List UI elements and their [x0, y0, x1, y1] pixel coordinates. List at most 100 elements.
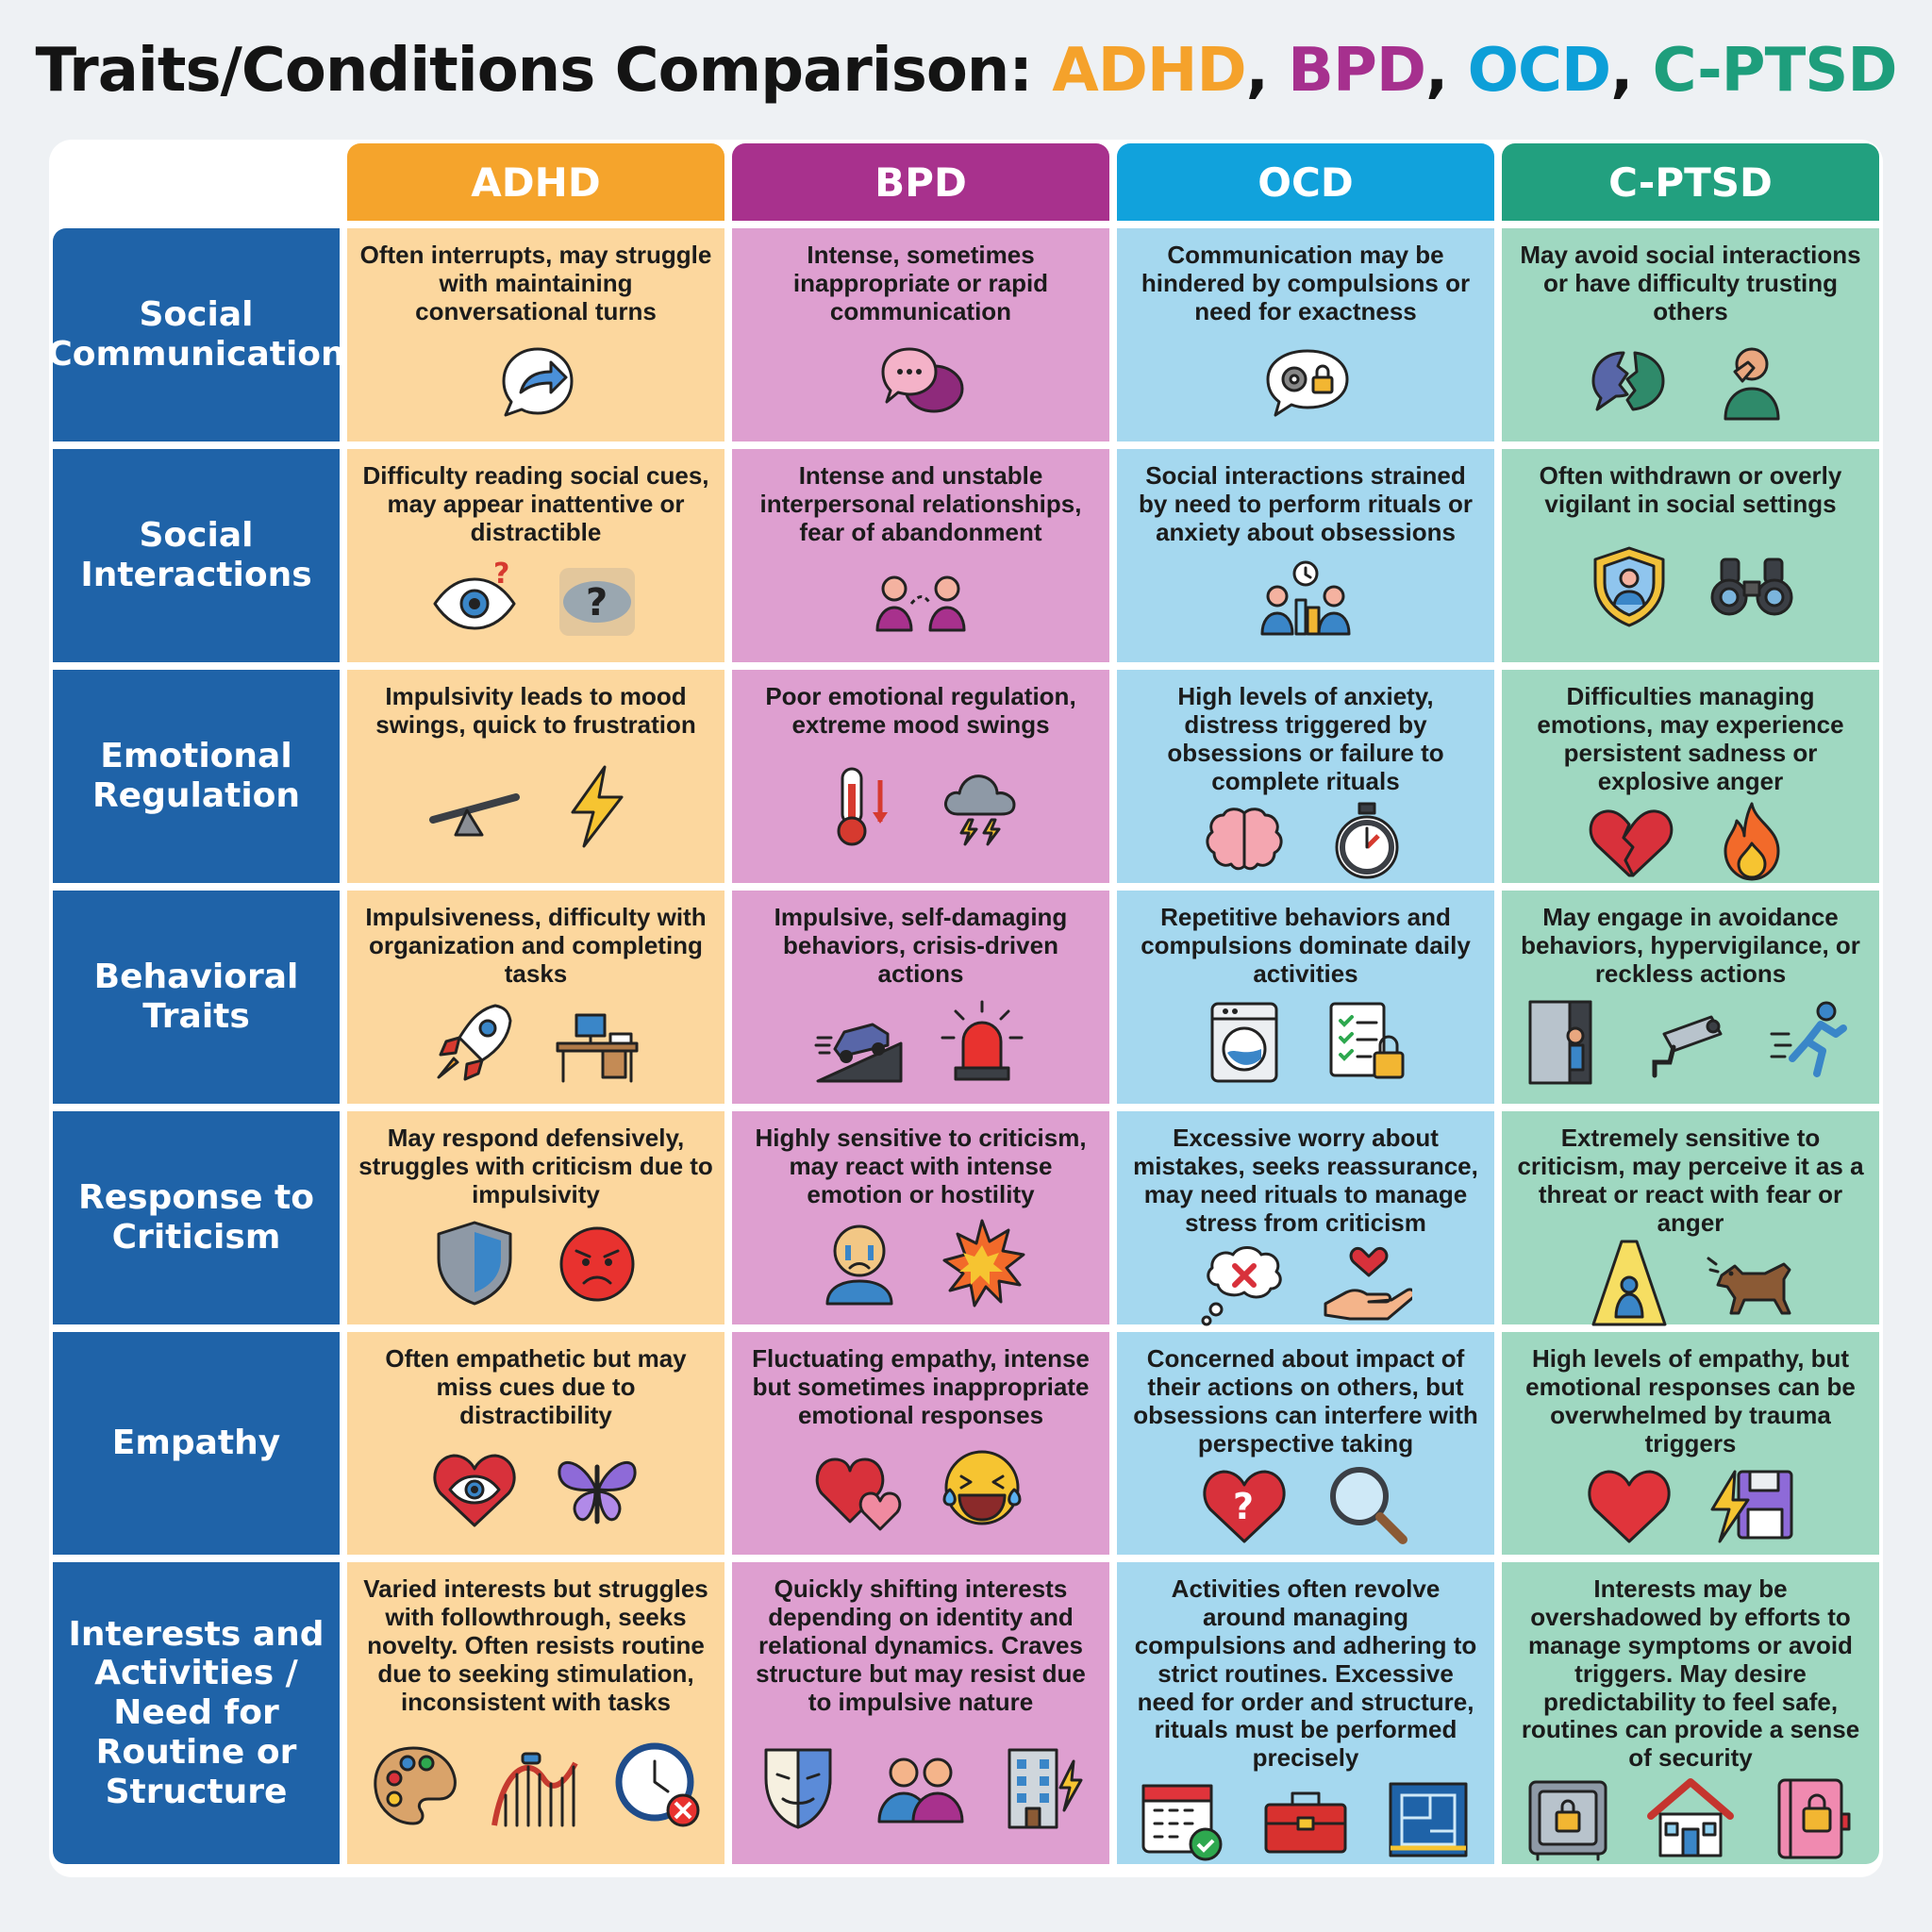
- cell-cptsd-emotional-regulation: Difficulties managing emotions, may expe…: [1502, 670, 1879, 883]
- cell-ocd-interests-routine: Activities often revolve around managing…: [1117, 1562, 1494, 1864]
- paint-palette-icon: [368, 1740, 458, 1831]
- blueprint-icon: [1383, 1773, 1474, 1863]
- svg-text:?: ?: [586, 581, 608, 625]
- cell-text: Impulsivity leads to mood swings, quick …: [375, 682, 696, 739]
- cell-cptsd-interests-routine: Interests may be overshadowed by efforts…: [1502, 1562, 1879, 1864]
- cell-bpd-empathy: Fluctuating empathy, intense but sometim…: [732, 1332, 1109, 1555]
- security-camera-icon: [1645, 996, 1736, 1087]
- title-cptsd: C-PTSD: [1652, 36, 1898, 106]
- cell-ocd-emotional-regulation: High levels of anxiety, distress trigger…: [1117, 670, 1494, 883]
- icon-group: [1513, 796, 1868, 887]
- cell-text: Quickly shifting interests depending on …: [756, 1574, 1086, 1716]
- cell-text: Intense, sometimes inappropriate or rapi…: [792, 241, 1049, 325]
- messy-desk-icon: [552, 996, 642, 1087]
- icon-group: [743, 326, 1098, 432]
- explosion-icon: [937, 1217, 1027, 1307]
- comparison-table: ADHD BPD OCD C-PTSD Social Communication…: [47, 143, 1879, 1864]
- cell-adhd-social-communication: Often interrupts, may struggle with main…: [347, 228, 724, 441]
- icon-group: [1128, 547, 1483, 653]
- title-separator: ,: [1424, 36, 1468, 106]
- heart-question-icon: ?: [1199, 1458, 1290, 1549]
- cell-text: Extremely sensitive to criticism, may pe…: [1517, 1124, 1864, 1237]
- cell-text: Often withdrawn or overly vigilant in so…: [1539, 461, 1842, 518]
- icon-group: [743, 740, 1098, 874]
- svg-text:?: ?: [1233, 1486, 1254, 1527]
- icon-group: [1128, 1238, 1483, 1328]
- cell-bpd-social-interactions: Intense and unstable interpersonal relat…: [732, 449, 1109, 662]
- row-header-behavioral-traits: Behavioral Traits: [53, 891, 340, 1104]
- two-hearts-icon: [814, 1442, 905, 1533]
- cell-adhd-behavioral-traits: Impulsiveness, difficulty with organizat…: [347, 891, 724, 1104]
- laughing-crying-face-icon: [937, 1442, 1027, 1533]
- cell-text: Social interactions strained by need to …: [1139, 461, 1473, 546]
- two-people-dashed-link-icon: [875, 555, 966, 645]
- roller-coaster-icon: [491, 1740, 581, 1831]
- row-header-social-interactions: Social Interactions: [53, 449, 340, 662]
- title-ocd: OCD: [1467, 36, 1611, 106]
- siren-icon: [937, 996, 1027, 1087]
- column-header-ocd: OCD: [1117, 143, 1494, 221]
- cell-text: Communication may be hindered by compuls…: [1141, 241, 1471, 325]
- angry-face-icon: [552, 1217, 642, 1307]
- icon-group: [358, 1209, 713, 1315]
- cell-cptsd-empathy: High levels of empathy, but emotional re…: [1502, 1332, 1879, 1555]
- thermometer-icon: [814, 761, 905, 852]
- cell-text: Difficulties managing emotions, may expe…: [1537, 682, 1844, 795]
- broken-heart-icon: [1584, 796, 1674, 887]
- cell-cptsd-social-interactions: Often withdrawn or overly vigilant in so…: [1502, 449, 1879, 662]
- cell-text: Activities often revolve around managing…: [1134, 1574, 1477, 1773]
- cell-ocd-social-interactions: Social interactions strained by need to …: [1117, 449, 1494, 662]
- cell-text: Concerned about impact of their actions …: [1133, 1344, 1478, 1457]
- fire-icon: [1707, 796, 1797, 887]
- cell-text: May respond defensively, struggles with …: [358, 1124, 713, 1208]
- shield-icon: [429, 1217, 520, 1307]
- heart-icon: [1584, 1458, 1674, 1549]
- cell-text: Intense and unstable interpersonal relat…: [759, 461, 1082, 546]
- row-header-interests-routine: Interests and Activities / Need for Rout…: [53, 1562, 340, 1864]
- icon-group: [1513, 1773, 1868, 1863]
- crying-person-icon: [814, 1217, 905, 1307]
- icon-group: [743, 1209, 1098, 1315]
- magnifying-glass-icon: [1322, 1458, 1412, 1549]
- icon-group: [358, 1430, 713, 1545]
- row-header-social-communication: Social Communication: [47, 228, 345, 441]
- cell-text: Impulsive, self-damaging behaviors, cris…: [774, 903, 1068, 988]
- cell-text: Impulsiveness, difficulty with organizat…: [365, 903, 707, 988]
- people-cleaning-clock-icon: [1260, 555, 1351, 645]
- icon-group: [358, 989, 713, 1094]
- house-icon: [1645, 1773, 1736, 1863]
- theater-mask-icon: [753, 1740, 843, 1831]
- cell-text: Often empathetic but may miss cues due t…: [385, 1344, 687, 1429]
- cell-ocd-empathy: Concerned about impact of their actions …: [1117, 1332, 1494, 1555]
- cell-bpd-emotional-regulation: Poor emotional regulation, extreme mood …: [732, 670, 1109, 883]
- icon-group: [743, 1716, 1098, 1855]
- cell-cptsd-response-to-criticism: Extremely sensitive to criticism, may pe…: [1502, 1111, 1879, 1326]
- cell-text: Fluctuating empathy, intense but sometim…: [752, 1344, 1090, 1429]
- column-header-bpd: BPD: [732, 143, 1109, 221]
- icon-group: [1128, 326, 1483, 432]
- spotlight-crouched-person-icon: [1584, 1238, 1674, 1328]
- icon-group: [1128, 796, 1483, 887]
- cell-adhd-social-interactions: Difficulty reading social cues, may appe…: [347, 449, 724, 662]
- building-lightning-icon: [998, 1740, 1089, 1831]
- washing-machine-icon: [1199, 996, 1290, 1087]
- checklist-lock-icon: [1322, 996, 1412, 1087]
- clock-x-icon: [613, 1740, 704, 1831]
- running-person-icon: [1768, 996, 1858, 1087]
- cell-bpd-interests-routine: Quickly shifting interests depending on …: [732, 1562, 1109, 1864]
- cell-bpd-response-to-criticism: Highly sensitive to criticism, may react…: [732, 1111, 1109, 1324]
- title-separator: ,: [1610, 36, 1653, 106]
- row-header-emotional-regulation: Emotional Regulation: [53, 670, 340, 883]
- cell-text: High levels of empathy, but emotional re…: [1525, 1344, 1856, 1457]
- column-header-adhd: ADHD: [347, 143, 724, 221]
- cell-cptsd-social-communication: May avoid social interactions or have di…: [1502, 228, 1879, 441]
- cell-text: High levels of anxiety, distress trigger…: [1167, 682, 1444, 795]
- icon-group: [1513, 326, 1868, 432]
- calendar-check-icon: [1138, 1773, 1228, 1863]
- icon-group: [358, 326, 713, 432]
- stopwatch-icon: [1322, 796, 1412, 887]
- icon-group: [743, 1430, 1098, 1545]
- icon-group: [743, 547, 1098, 653]
- icon-group: [1128, 1773, 1483, 1863]
- cell-ocd-social-communication: Communication may be hindered by compuls…: [1117, 228, 1494, 441]
